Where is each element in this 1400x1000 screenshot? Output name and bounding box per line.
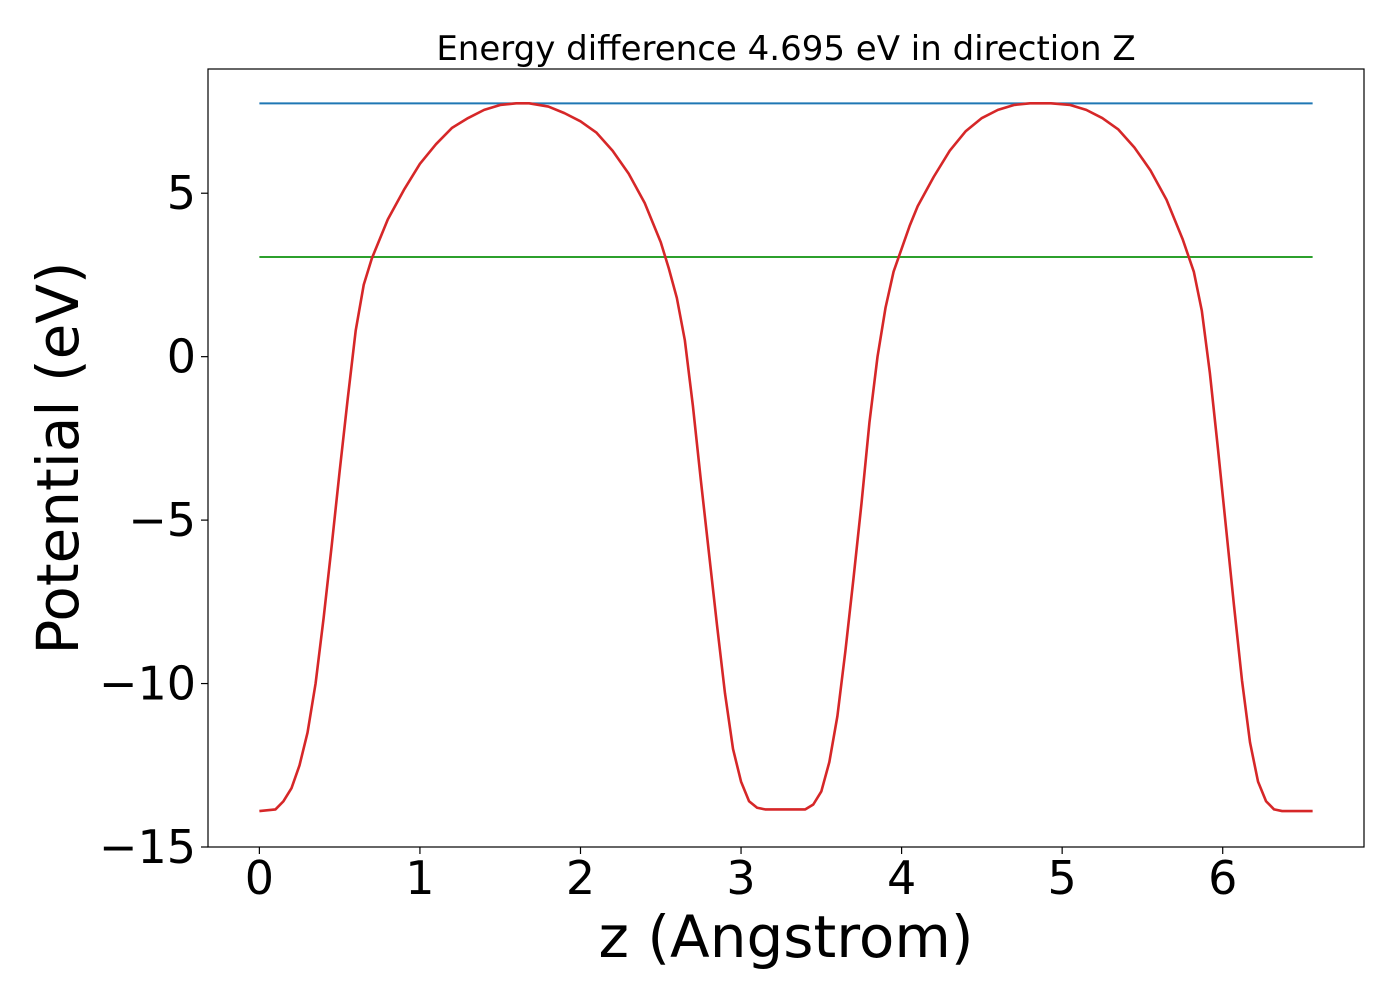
y-tick-label: −5 [128,493,196,547]
y-tick-label: 0 [167,330,196,384]
plot-area [259,102,1313,813]
y-tick-label: −15 [99,820,196,874]
chart-title: Energy difference 4.695 eV in direction … [436,29,1135,69]
x-tick-label: 0 [245,851,274,905]
y-axis-label: Potential (eV) [24,261,92,654]
x-axis-label: z (Angstrom) [599,903,974,971]
x-tick-label: 3 [726,851,755,905]
y-tick-label: 5 [167,166,196,220]
x-tick-label: 1 [405,851,434,905]
plot-frame [207,68,1365,848]
potential-profile-line [259,102,1313,813]
y-tick-label: −10 [99,657,196,711]
x-tick-label: 2 [566,851,595,905]
x-tick-label: 5 [1048,851,1077,905]
axis-ticks: 0 1 2 3 4 5 6 5 0 −5 −10 −15 [99,166,1237,905]
x-tick-label: 4 [887,851,916,905]
x-tick-label: 6 [1208,851,1237,905]
